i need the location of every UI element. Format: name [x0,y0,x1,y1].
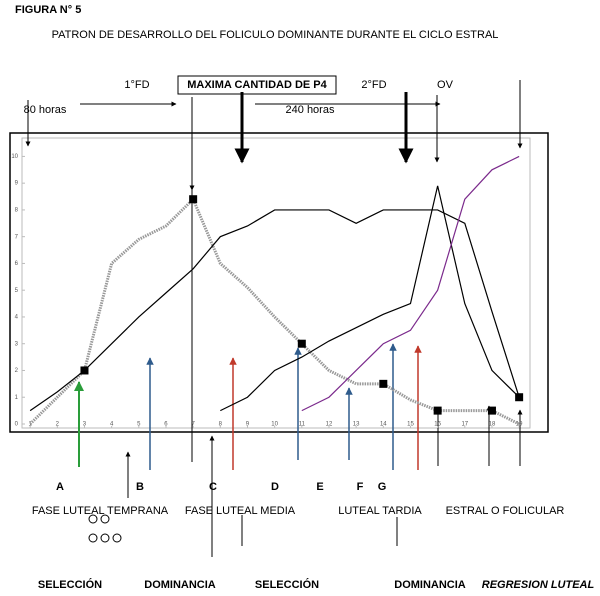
annotation: B [136,481,144,493]
annotation: LUTEAL TARDIA [338,505,422,517]
x-tick-label: 15 [407,422,414,428]
annotation: FASE LUTEAL MEDIA [185,505,296,517]
annotation: 240 horas [286,104,335,116]
x-tick-label: 5 [137,422,141,428]
x-tick-label: 6 [164,422,168,428]
annotation: C [209,481,217,493]
series-line [220,185,520,412]
annotation: D [271,481,279,493]
y-tick-label: 5 [15,288,19,294]
y-tick-label: 9 [15,181,19,187]
x-tick-label: 4 [110,422,114,428]
x-tick-label: 2 [56,422,60,428]
y-tick-label: 10 [11,154,18,160]
x-tick-label: 12 [326,422,333,428]
x-tick-label: 13 [353,422,360,428]
x-tick-label: 17 [461,422,468,428]
series-line [301,155,520,412]
x-tick-label: 18 [489,422,496,428]
annotation: MAXIMA CANTIDAD DE P4 [187,79,327,91]
x-tick-label: 14 [380,422,387,428]
annotation: E [316,481,323,493]
annotation: OV [437,79,454,91]
y-tick-label: 2 [15,368,19,374]
annotation: DOMINANCIA [394,579,466,591]
annotation: G [378,481,387,493]
annotation: A [56,481,64,493]
x-tick-label: 19 [516,422,523,428]
point-marker [433,406,442,415]
point-marker [487,406,496,415]
y-tick-label: 3 [15,341,19,347]
y-tick-label: 0 [15,422,19,428]
annotation: F [357,481,364,493]
annotation: DOMINANCIA [144,579,216,591]
box [177,75,337,95]
chart-title: PATRON DE DESARROLLO DEL FOLICULO DOMINA… [52,29,499,41]
point-marker [297,339,306,348]
y-tick-label: 6 [15,261,19,267]
x-tick-label: 7 [191,422,195,428]
point-marker [189,195,198,204]
annotation: SELECCIÓN [38,578,102,591]
x-tick-label: 8 [219,422,223,428]
x-tick-label: 11 [299,422,306,428]
frame [9,132,549,433]
annotation: FASE LUTEAL TEMPRANA [32,505,169,517]
y-tick-label: 8 [15,208,19,214]
y-tick-label: 7 [15,234,19,240]
annotation: 2°FD [361,79,386,91]
point-marker [379,379,388,388]
annotation: 1°FD [124,79,149,91]
figure-label: FIGURA N° 5 [15,4,81,16]
x-tick-label: 9 [246,422,250,428]
series-line [29,196,520,426]
x-tick-label: 16 [434,422,441,428]
arrows [25,80,523,557]
x-tick-label: 10 [271,422,278,428]
series-line [29,209,520,412]
plot-area [21,137,531,429]
annotation: REGRESION LUTEAL [482,579,595,591]
x-tick-label: 1 [28,422,32,428]
annotation: ESTRAL O FOLICULAR [446,505,565,517]
annotation: 80 horas [24,104,67,116]
x-tick-label: 3 [83,422,87,428]
y-tick-label: 4 [15,315,19,321]
y-tick-label: 1 [15,395,19,401]
annotation: SELECCIÓN [255,578,319,591]
